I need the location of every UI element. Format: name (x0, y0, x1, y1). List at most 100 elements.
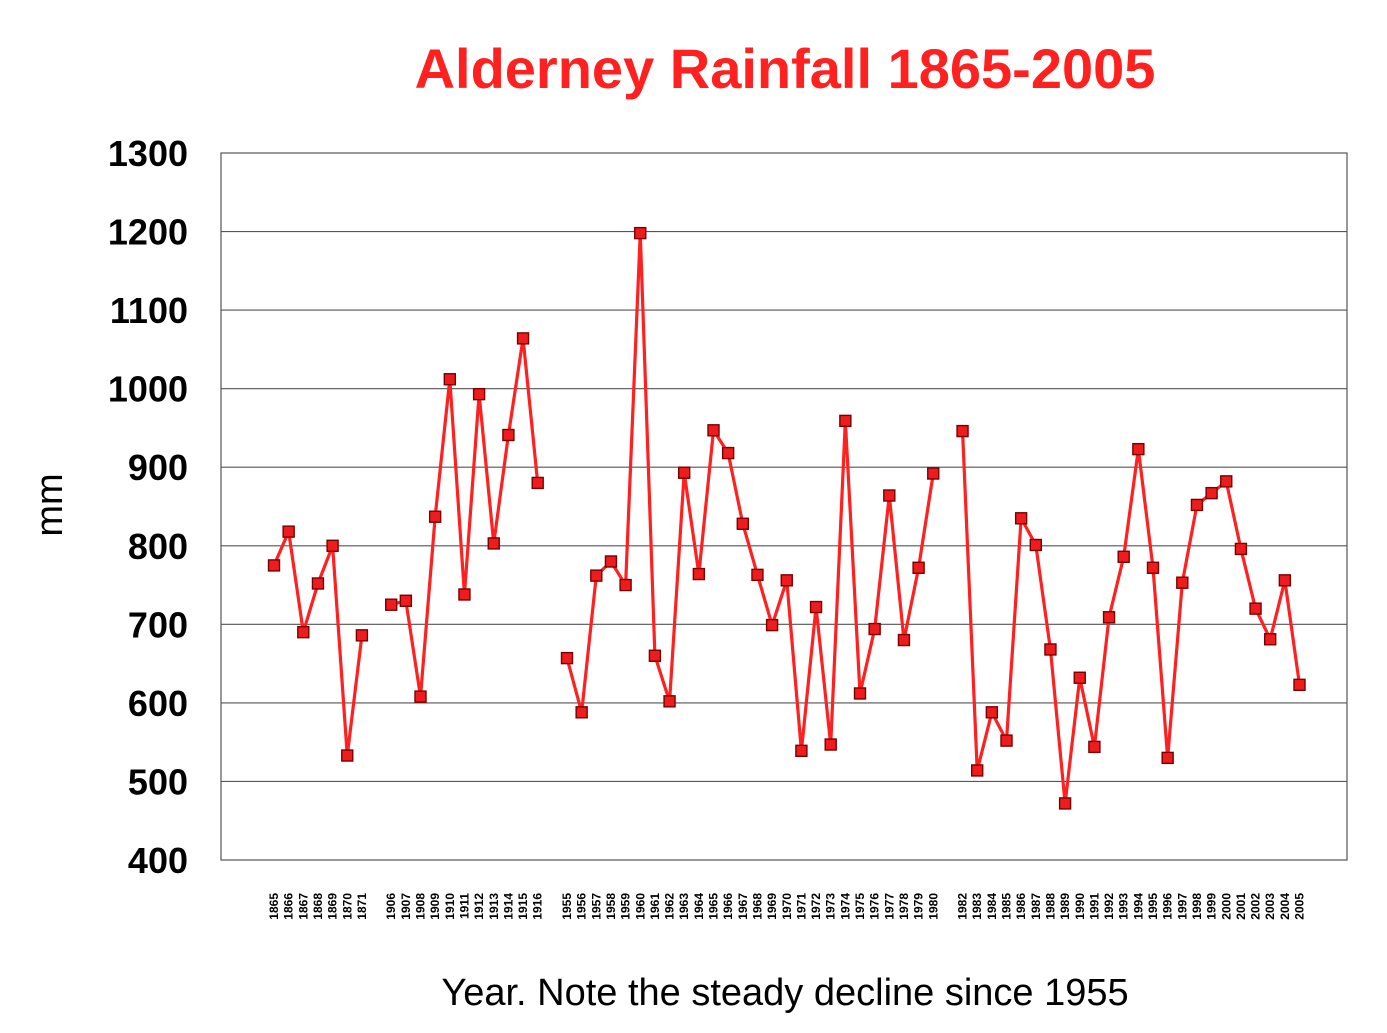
x-tick-label-1989: 1989 (1058, 893, 1072, 920)
x-tick-label-1909: 1909 (428, 893, 442, 920)
x-tick-label-1865: 1865 (267, 893, 281, 920)
x-tick-label-1910: 1910 (443, 893, 457, 920)
data-point-1869 (326, 539, 339, 552)
x-tick-label-1990: 1990 (1073, 893, 1087, 920)
data-point-1912 (472, 387, 486, 401)
data-point-1866 (282, 525, 295, 538)
x-tick-label-1984: 1984 (985, 893, 999, 920)
x-tick-label-1991: 1991 (1087, 893, 1101, 920)
data-point-1994 (1132, 442, 1145, 456)
x-tick-label-1907: 1907 (399, 893, 413, 920)
data-point-1968 (751, 568, 764, 582)
data-point-1868 (311, 577, 325, 590)
data-point-1985 (1000, 734, 1013, 747)
x-tick-label-1976: 1976 (868, 893, 882, 920)
data-point-1989 (1058, 797, 1072, 810)
data-point-1871 (355, 629, 369, 642)
data-point-1870 (341, 749, 354, 762)
x-tick-label-1978: 1978 (897, 893, 911, 920)
x-tick-label-2001: 2001 (1234, 893, 1248, 920)
y-tick-label-800: 800 (128, 526, 188, 567)
data-point-2005 (1293, 678, 1306, 692)
data-point-1983 (971, 764, 984, 777)
x-axis-ticks: 1865 1866 1867 1868 1869 1870 1871 1906 1907 1908… (267, 893, 1307, 920)
x-tick-label-1987: 1987 (1029, 893, 1043, 920)
x-tick-label-1980: 1980 (926, 893, 940, 920)
x-tick-label-1988: 1988 (1043, 893, 1057, 920)
x-tick-label-2002: 2002 (1249, 893, 1263, 920)
rainfall-markers (267, 226, 1306, 810)
data-point-1962 (663, 695, 676, 708)
series-line-segment-3 (565, 231, 935, 753)
x-tick-label-1970: 1970 (780, 893, 794, 920)
data-point-1916 (531, 476, 544, 490)
data-point-1977 (883, 489, 896, 502)
x-tick-label-1866: 1866 (282, 893, 296, 920)
x-tick-label-1960: 1960 (633, 893, 647, 920)
x-tick-label-1995: 1995 (1146, 893, 1160, 920)
data-point-1958 (604, 555, 618, 568)
y-tick-label-1300: 1300 (108, 133, 188, 174)
x-tick-label-1968: 1968 (750, 893, 764, 920)
x-tick-label-1962: 1962 (663, 893, 677, 920)
x-tick-label-1983: 1983 (970, 893, 984, 920)
x-tick-label-1956: 1956 (575, 893, 589, 920)
x-tick-label-1977: 1977 (882, 893, 896, 920)
data-point-2004 (1278, 574, 1292, 587)
x-tick-label-1871: 1871 (355, 893, 369, 920)
data-point-1980 (927, 467, 940, 480)
data-point-1998 (1190, 498, 1204, 512)
x-tick-label-1974: 1974 (838, 893, 852, 920)
data-point-1966 (721, 446, 735, 460)
data-point-2000 (1220, 475, 1233, 488)
x-tick-label-1994: 1994 (1131, 893, 1145, 920)
data-point-1986 (1014, 512, 1028, 525)
x-tick-label-1963: 1963 (677, 893, 691, 920)
data-point-1907 (399, 594, 413, 607)
data-point-1865 (267, 559, 281, 572)
x-tick-label-1955: 1955 (560, 893, 574, 920)
data-point-1996 (1161, 751, 1174, 765)
data-point-1997 (1176, 576, 1189, 589)
data-point-1973 (824, 738, 837, 751)
y-tick-label-1100: 1100 (110, 290, 188, 331)
data-point-1999 (1205, 486, 1218, 500)
data-point-1960 (634, 226, 647, 240)
x-tick-label-1870: 1870 (340, 893, 354, 920)
x-tick-label-2000: 2000 (1219, 893, 1233, 920)
x-tick-label-1996: 1996 (1161, 893, 1175, 920)
x-tick-label-1986: 1986 (1014, 893, 1028, 920)
data-point-1909 (428, 510, 442, 523)
data-point-1978 (897, 633, 911, 647)
x-tick-label-2004: 2004 (1278, 893, 1292, 920)
x-tick-label-1973: 1973 (824, 893, 838, 920)
x-tick-label-1992: 1992 (1102, 893, 1116, 920)
data-point-2001 (1234, 542, 1248, 556)
x-axis-label: Year. Note the steady decline since 1955 (441, 972, 1128, 1014)
x-tick-label-1972: 1972 (809, 893, 823, 920)
data-point-1988 (1044, 643, 1057, 656)
x-tick-label-1966: 1966 (721, 893, 735, 920)
data-point-1971 (795, 744, 808, 758)
x-tick-label-1979: 1979 (912, 893, 926, 920)
x-tick-label-1916: 1916 (531, 893, 545, 920)
chart-title: Alderney Rainfall 1865-2005 (415, 37, 1156, 100)
data-point-1961 (648, 649, 662, 662)
x-tick-label-1908: 1908 (414, 893, 428, 920)
x-tick-label-1958: 1958 (604, 893, 618, 920)
plot-area-frame (220, 152, 1348, 861)
x-tick-label-1993: 1993 (1117, 893, 1131, 920)
y-tick-label-1200: 1200 (108, 212, 188, 253)
y-tick-label-500: 500 (128, 761, 188, 802)
data-point-1967 (736, 517, 749, 530)
y-tick-label-1000: 1000 (108, 369, 188, 410)
y-axis-label: mm (29, 473, 71, 536)
x-tick-label-2003: 2003 (1263, 893, 1277, 920)
data-point-1970 (780, 574, 793, 587)
data-point-1965 (707, 424, 720, 437)
x-tick-label-1914: 1914 (501, 893, 515, 920)
x-tick-label-1868: 1868 (311, 893, 325, 920)
data-point-1993 (1117, 550, 1130, 563)
x-tick-label-1975: 1975 (853, 893, 867, 920)
